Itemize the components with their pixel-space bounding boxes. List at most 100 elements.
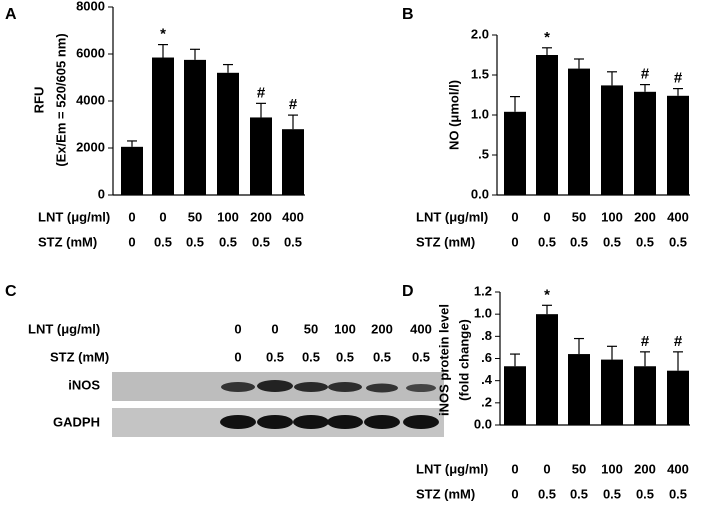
- bar: [250, 117, 272, 195]
- bar: [536, 55, 558, 195]
- band: [364, 415, 400, 429]
- bar: [568, 354, 590, 425]
- condition-value: 200: [371, 321, 393, 336]
- bar: [634, 91, 656, 195]
- condition-value: 0: [511, 461, 518, 476]
- condition-value: 0.5: [603, 486, 621, 501]
- condition-value: 0.5: [154, 234, 172, 249]
- significance-marker: #: [641, 333, 650, 350]
- band: [366, 383, 398, 393]
- condition-value: 0.5: [603, 234, 621, 249]
- condition-label: STZ (mM): [38, 234, 97, 249]
- panel-letter: B: [402, 6, 414, 23]
- condition-label: STZ (mM): [416, 486, 475, 501]
- condition-value: 0: [271, 321, 278, 336]
- y-axis-label: iNOS protein level: [436, 304, 451, 416]
- y-tick-label: .2: [481, 394, 492, 409]
- condition-value: 0.5: [570, 234, 588, 249]
- y-tick-label: 0.0: [474, 416, 492, 431]
- condition-value: 100: [601, 209, 623, 224]
- significance-marker: #: [674, 333, 683, 350]
- condition-value: 0.5: [636, 234, 654, 249]
- condition-value: 200: [634, 461, 656, 476]
- bar: [536, 314, 558, 425]
- band: [257, 415, 293, 429]
- band: [406, 384, 436, 392]
- band: [293, 415, 329, 429]
- condition-value: 0.5: [669, 234, 687, 249]
- y-axis-label: NO (μmol/l): [446, 80, 461, 150]
- bar: [217, 72, 239, 195]
- condition-value: 400: [282, 209, 304, 224]
- bar: [121, 146, 143, 195]
- condition-label: LNT (μg/ml): [28, 321, 100, 336]
- y-tick-label: .6: [481, 350, 492, 365]
- y-tick-label: 1.5: [471, 66, 489, 81]
- bar: [504, 111, 526, 195]
- band: [294, 382, 328, 392]
- y-tick-label: 8000: [76, 0, 105, 13]
- significance-marker: *: [544, 29, 550, 46]
- condition-value: 0.5: [219, 234, 237, 249]
- condition-value: 0.5: [302, 349, 320, 364]
- condition-value: 200: [634, 209, 656, 224]
- condition-value: 0.5: [636, 486, 654, 501]
- condition-value: 400: [410, 321, 432, 336]
- condition-value: 0: [234, 349, 241, 364]
- condition-value: 200: [250, 209, 272, 224]
- y-tick-label: .5: [478, 146, 489, 161]
- y-tick-label: 1.0: [471, 106, 489, 121]
- y-tick-label: 1.2: [474, 283, 492, 298]
- y-axis-label: (fold change): [456, 319, 471, 401]
- condition-label: LNT (μg/ml): [416, 209, 488, 224]
- y-tick-label: 1.0: [474, 306, 492, 321]
- bar: [634, 366, 656, 425]
- condition-value: 0.5: [284, 234, 302, 249]
- significance-marker: *: [544, 286, 550, 303]
- y-tick-label: 0: [98, 186, 105, 201]
- condition-value: 0.5: [669, 486, 687, 501]
- condition-value: 0.5: [538, 234, 556, 249]
- y-tick-label: .4: [481, 372, 493, 387]
- band: [328, 382, 362, 392]
- bar: [504, 366, 526, 425]
- bar: [152, 57, 174, 196]
- significance-marker: #: [674, 70, 683, 87]
- significance-marker: #: [641, 66, 650, 83]
- condition-value: 0.5: [266, 349, 284, 364]
- condition-value: 0.5: [538, 486, 556, 501]
- significance-marker: #: [289, 96, 298, 113]
- band: [257, 380, 293, 392]
- condition-label: STZ (mM): [50, 349, 109, 364]
- condition-value: 50: [572, 209, 586, 224]
- bar: [667, 370, 689, 425]
- y-tick-label: 2000: [76, 139, 105, 154]
- panel-letter: D: [402, 283, 414, 300]
- condition-value: 0: [128, 234, 135, 249]
- condition-label: LNT (μg/ml): [38, 209, 110, 224]
- condition-value: 0.5: [570, 486, 588, 501]
- panel-letter: C: [5, 283, 17, 300]
- y-axis-label: RFU: [31, 87, 46, 114]
- condition-value: 0: [511, 486, 518, 501]
- y-tick-label: 4000: [76, 92, 105, 107]
- y-tick-label: 2.0: [471, 26, 489, 41]
- bar: [184, 59, 206, 195]
- condition-value: 100: [601, 461, 623, 476]
- blot-images: [112, 372, 444, 437]
- condition-value: 100: [217, 209, 239, 224]
- band-label: GADPH: [53, 414, 100, 429]
- y-tick-label: 6000: [76, 45, 105, 60]
- condition-value: 0.5: [186, 234, 204, 249]
- condition-value: 0.5: [373, 349, 391, 364]
- bar: [601, 85, 623, 195]
- condition-value: 0: [234, 321, 241, 336]
- band: [327, 415, 363, 429]
- y-axis-label: (Ex/Em = 520/605 nm): [53, 33, 68, 166]
- condition-value: 400: [667, 209, 689, 224]
- condition-value: 0: [128, 209, 135, 224]
- significance-marker: #: [257, 84, 266, 101]
- condition-value: 100: [334, 321, 356, 336]
- condition-value: 0: [511, 234, 518, 249]
